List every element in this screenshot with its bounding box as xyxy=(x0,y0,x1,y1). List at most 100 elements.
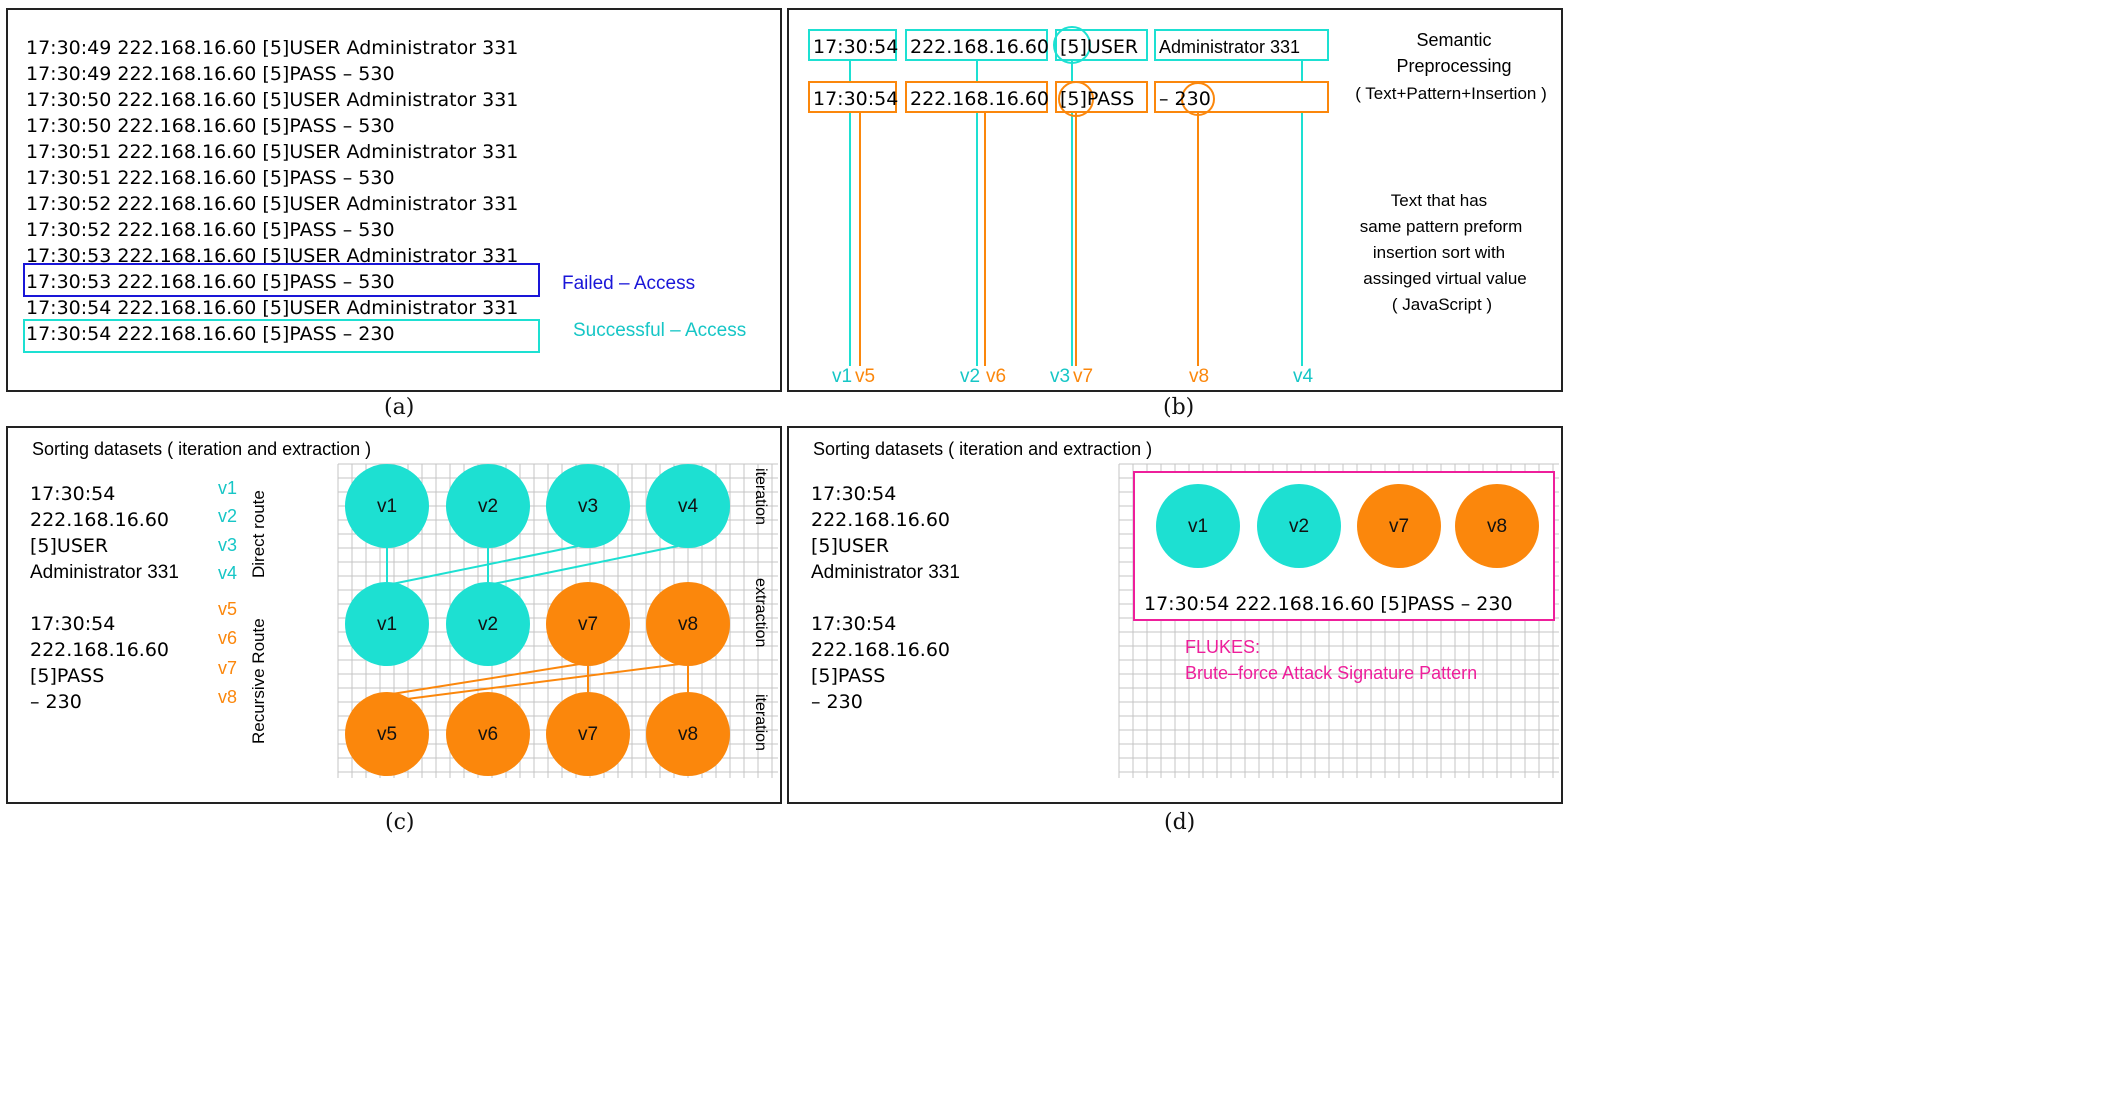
panel-d-canvas: Sorting datasets ( iteration and extract… xyxy=(811,439,1559,778)
svg-text:– 230: – 230 xyxy=(811,691,863,713)
svg-text:[5]USER: [5]USER xyxy=(30,535,108,557)
svg-text:222.168.16.60: 222.168.16.60 xyxy=(30,639,169,661)
pass-row-time: 17:30:54 xyxy=(813,88,898,110)
vlabel-v4: v4 xyxy=(1293,366,1314,387)
svg-text:v2: v2 xyxy=(478,496,498,517)
sorting-title: Sorting datasets ( iteration and extract… xyxy=(32,439,371,459)
svg-text:17:30:54: 17:30:54 xyxy=(811,613,896,635)
flukes-description: Brute–force Attack Signature Pattern xyxy=(1185,663,1477,683)
svg-text:Semantic: Semantic xyxy=(1416,30,1491,50)
log-lines: 17:30:49 222.168.16.60 [5]USER Administr… xyxy=(26,37,518,345)
failed-access-label: Failed – Access xyxy=(562,273,695,294)
caption-d: (d) xyxy=(1164,810,1196,835)
user-row: 17:30:54 222.168.16.60 [5]USER Administr… xyxy=(808,26,1329,64)
caption-c: (c) xyxy=(385,810,415,835)
svg-text:assinged virtual value: assinged virtual value xyxy=(1363,269,1526,288)
node-v8: v8 xyxy=(1455,484,1539,568)
svg-text:v8: v8 xyxy=(1487,516,1507,537)
svg-text:v7: v7 xyxy=(1389,516,1409,537)
route-line xyxy=(492,545,679,585)
svg-text:17:30:54: 17:30:54 xyxy=(811,483,896,505)
svg-text:v1: v1 xyxy=(377,496,397,517)
pass-row-ip: 222.168.16.60 xyxy=(910,88,1049,110)
log-line: 17:30:52 222.168.16.60 [5]USER Administr… xyxy=(26,193,518,215)
log-line: 17:30:49 222.168.16.60 [5]PASS – 530 xyxy=(26,63,395,85)
svg-text:v3: v3 xyxy=(218,535,237,555)
node-v7: v7 xyxy=(546,692,630,776)
flukes-title: FLUKES: xyxy=(1185,637,1260,657)
node-v2: v2 xyxy=(446,582,530,666)
route-line xyxy=(391,545,579,585)
pass-row-cmd: [5]PASS xyxy=(1060,88,1134,110)
svg-text:v5: v5 xyxy=(377,724,397,745)
vlabel-v1: v1 xyxy=(832,366,852,387)
svg-text:– 230: – 230 xyxy=(30,691,82,713)
row-label-iteration-top: iteration xyxy=(752,468,769,525)
row-label-extraction: extraction xyxy=(752,578,769,647)
semantic-title: Semantic Preprocessing ( Text+Pattern+In… xyxy=(1355,30,1547,103)
log-line: 17:30:50 222.168.16.60 [5]PASS – 530 xyxy=(26,115,395,137)
node-v2: v2 xyxy=(1257,484,1341,568)
recursive-route-label: Recursive Route xyxy=(249,618,268,744)
user-items: 17:30:54 222.168.16.60 [5]USER Administr… xyxy=(811,483,960,583)
svg-text:[5]PASS: [5]PASS xyxy=(30,665,104,687)
node-v1: v1 xyxy=(345,464,429,548)
svg-text:v7: v7 xyxy=(578,724,598,745)
svg-text:v1: v1 xyxy=(1188,516,1208,537)
caption-a: (a) xyxy=(384,395,415,420)
svg-text:v6: v6 xyxy=(218,628,237,648)
row-labels: iteration extraction iteration xyxy=(752,468,769,751)
successful-access-label: Successful – Access xyxy=(573,320,746,341)
panel-b: 17:30:54 222.168.16.60 [5]USER Administr… xyxy=(787,8,1563,392)
node-v7: v7 xyxy=(546,582,630,666)
panel-d: Sorting datasets ( iteration and extract… xyxy=(787,426,1563,804)
failed-access-box xyxy=(23,263,540,297)
virtual-labels: v1 v5 v2 v6 v3 v7 v8 v4 xyxy=(832,366,1314,387)
vlabel-v5: v5 xyxy=(855,366,875,387)
svg-text:222.168.16.60: 222.168.16.60 xyxy=(811,639,950,661)
svg-text:v8: v8 xyxy=(678,614,698,635)
svg-text:Preprocessing: Preprocessing xyxy=(1396,56,1511,76)
svg-text:v4: v4 xyxy=(218,563,237,583)
signature-result-line: 17:30:54 222.168.16.60 [5]PASS – 230 xyxy=(1144,593,1513,615)
log-line: 17:30:49 222.168.16.60 [5]USER Administr… xyxy=(26,37,518,59)
pass-row: 17:30:54 222.168.16.60 [5]PASS – 230 xyxy=(808,81,1329,117)
node-v2: v2 xyxy=(446,464,530,548)
svg-text:v4: v4 xyxy=(678,496,699,517)
log-line: 17:30:54 222.168.16.60 [5]USER Administr… xyxy=(26,297,518,319)
signature-nodes: v1 v2 v7 v8 xyxy=(1156,484,1539,568)
insertion-sort-note: Text that has same pattern preform inser… xyxy=(1360,191,1527,314)
svg-text:v3: v3 xyxy=(578,496,598,517)
node-v1: v1 xyxy=(345,582,429,666)
svg-text:v2: v2 xyxy=(218,506,237,526)
node-v1: v1 xyxy=(1156,484,1240,568)
log-line: 17:30:51 222.168.16.60 [5]PASS – 530 xyxy=(26,167,395,189)
svg-text:17:30:54: 17:30:54 xyxy=(30,483,115,505)
vlabel-v3: v3 xyxy=(1050,366,1070,387)
svg-text:v7: v7 xyxy=(578,614,598,635)
log-line: 17:30:53 222.168.16.60 [5]USER Administr… xyxy=(26,245,518,267)
user-row-ip: 222.168.16.60 xyxy=(910,36,1049,58)
log-line: 17:30:52 222.168.16.60 [5]PASS – 530 xyxy=(26,219,395,241)
svg-text:insertion sort with: insertion sort with xyxy=(1373,243,1505,262)
successful-access-box xyxy=(23,319,540,353)
panel-a: 17:30:49 222.168.16.60 [5]USER Administr… xyxy=(6,8,782,392)
vlabel-v6: v6 xyxy=(986,366,1006,387)
svg-text:[5]USER: [5]USER xyxy=(811,535,889,557)
svg-text:[5]PASS: [5]PASS xyxy=(811,665,885,687)
virtual-value-lines xyxy=(849,30,1303,366)
log-line: 17:30:54 222.168.16.60 [5]PASS – 230 xyxy=(26,323,395,345)
svg-text:v1: v1 xyxy=(377,614,397,635)
svg-text:v6: v6 xyxy=(478,724,498,745)
panel-a-canvas: 17:30:49 222.168.16.60 [5]USER Administr… xyxy=(23,37,746,353)
vlabel-v2: v2 xyxy=(960,366,980,387)
svg-text:v8: v8 xyxy=(678,724,698,745)
log-line: 17:30:50 222.168.16.60 [5]USER Administr… xyxy=(26,89,518,111)
node-v8: v8 xyxy=(646,582,730,666)
node-v8: v8 xyxy=(646,692,730,776)
user-row-cmd: [5]USER xyxy=(1060,36,1138,58)
pass-items: 17:30:54 222.168.16.60 [5]PASS – 230 xyxy=(811,613,950,713)
log-line: 17:30:53 222.168.16.60 [5]PASS – 530 xyxy=(26,271,395,293)
row-label-iteration-bottom: iteration xyxy=(752,694,769,751)
node-v5: v5 xyxy=(345,692,429,776)
